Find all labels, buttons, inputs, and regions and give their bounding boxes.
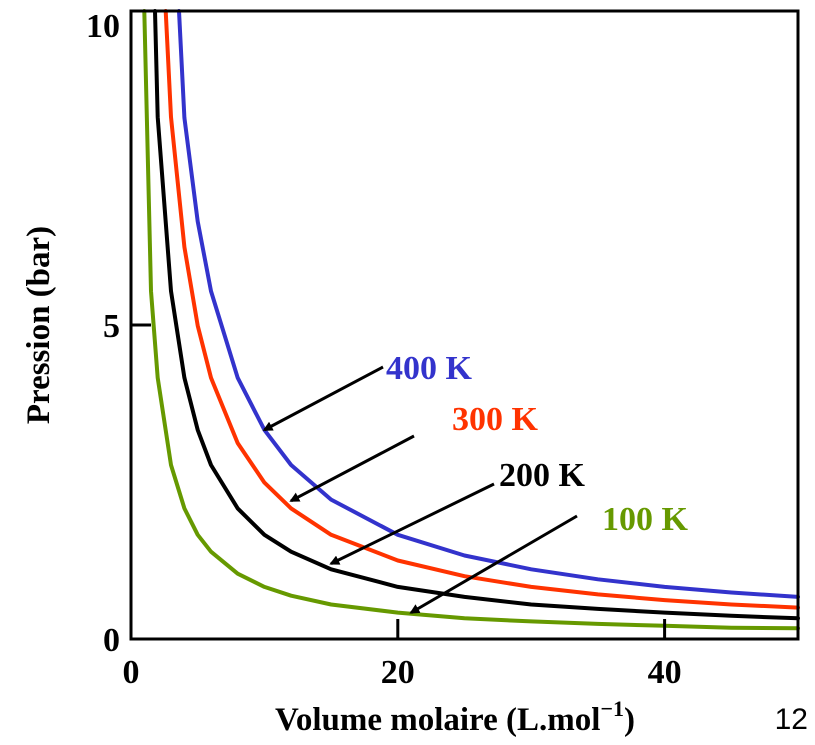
- y-tick-label: 0: [103, 622, 120, 659]
- x-axis-title-main: Volume molaire (L.mol: [275, 702, 600, 738]
- axis-ticks: 0 20 40 0 5 10: [86, 8, 682, 691]
- series-label-200-k: 200 K: [499, 457, 586, 494]
- y-tick-label: 10: [86, 8, 120, 45]
- x-axis-title-exponent: −1: [600, 696, 624, 721]
- arrow-200-k: [329, 482, 495, 565]
- x-tick-label: 0: [123, 654, 140, 691]
- plot-frame: [129, 9, 800, 641]
- x-axis-title: Volume molaire (L.mol−1): [275, 696, 635, 738]
- page-number: 12: [775, 703, 808, 736]
- series-line-400-k: [177, 9, 800, 599]
- y-axis-title: Pression (bar): [21, 226, 57, 424]
- y-tick-label: 5: [103, 308, 120, 345]
- series-layer: [142, 9, 800, 631]
- arrow-100-k: [409, 514, 578, 614]
- annotation-arrows: [262, 365, 578, 614]
- series-line-100-k: [142, 9, 800, 631]
- x-tick-label: 20: [381, 654, 415, 691]
- series-label-300-k: 300 K: [452, 401, 539, 438]
- series-labels: 400 K 300 K 200 K 100 K: [386, 350, 689, 538]
- series-line-300-k: [163, 9, 800, 610]
- x-tick-label: 40: [648, 654, 682, 691]
- arrow-300-k: [289, 434, 415, 503]
- arrow-400-k: [262, 365, 384, 432]
- series-label-100-k: 100 K: [602, 501, 689, 538]
- x-axis-title-close: ): [624, 702, 635, 738]
- series-label-400-k: 400 K: [386, 350, 473, 387]
- series-line-200-k: [153, 9, 800, 621]
